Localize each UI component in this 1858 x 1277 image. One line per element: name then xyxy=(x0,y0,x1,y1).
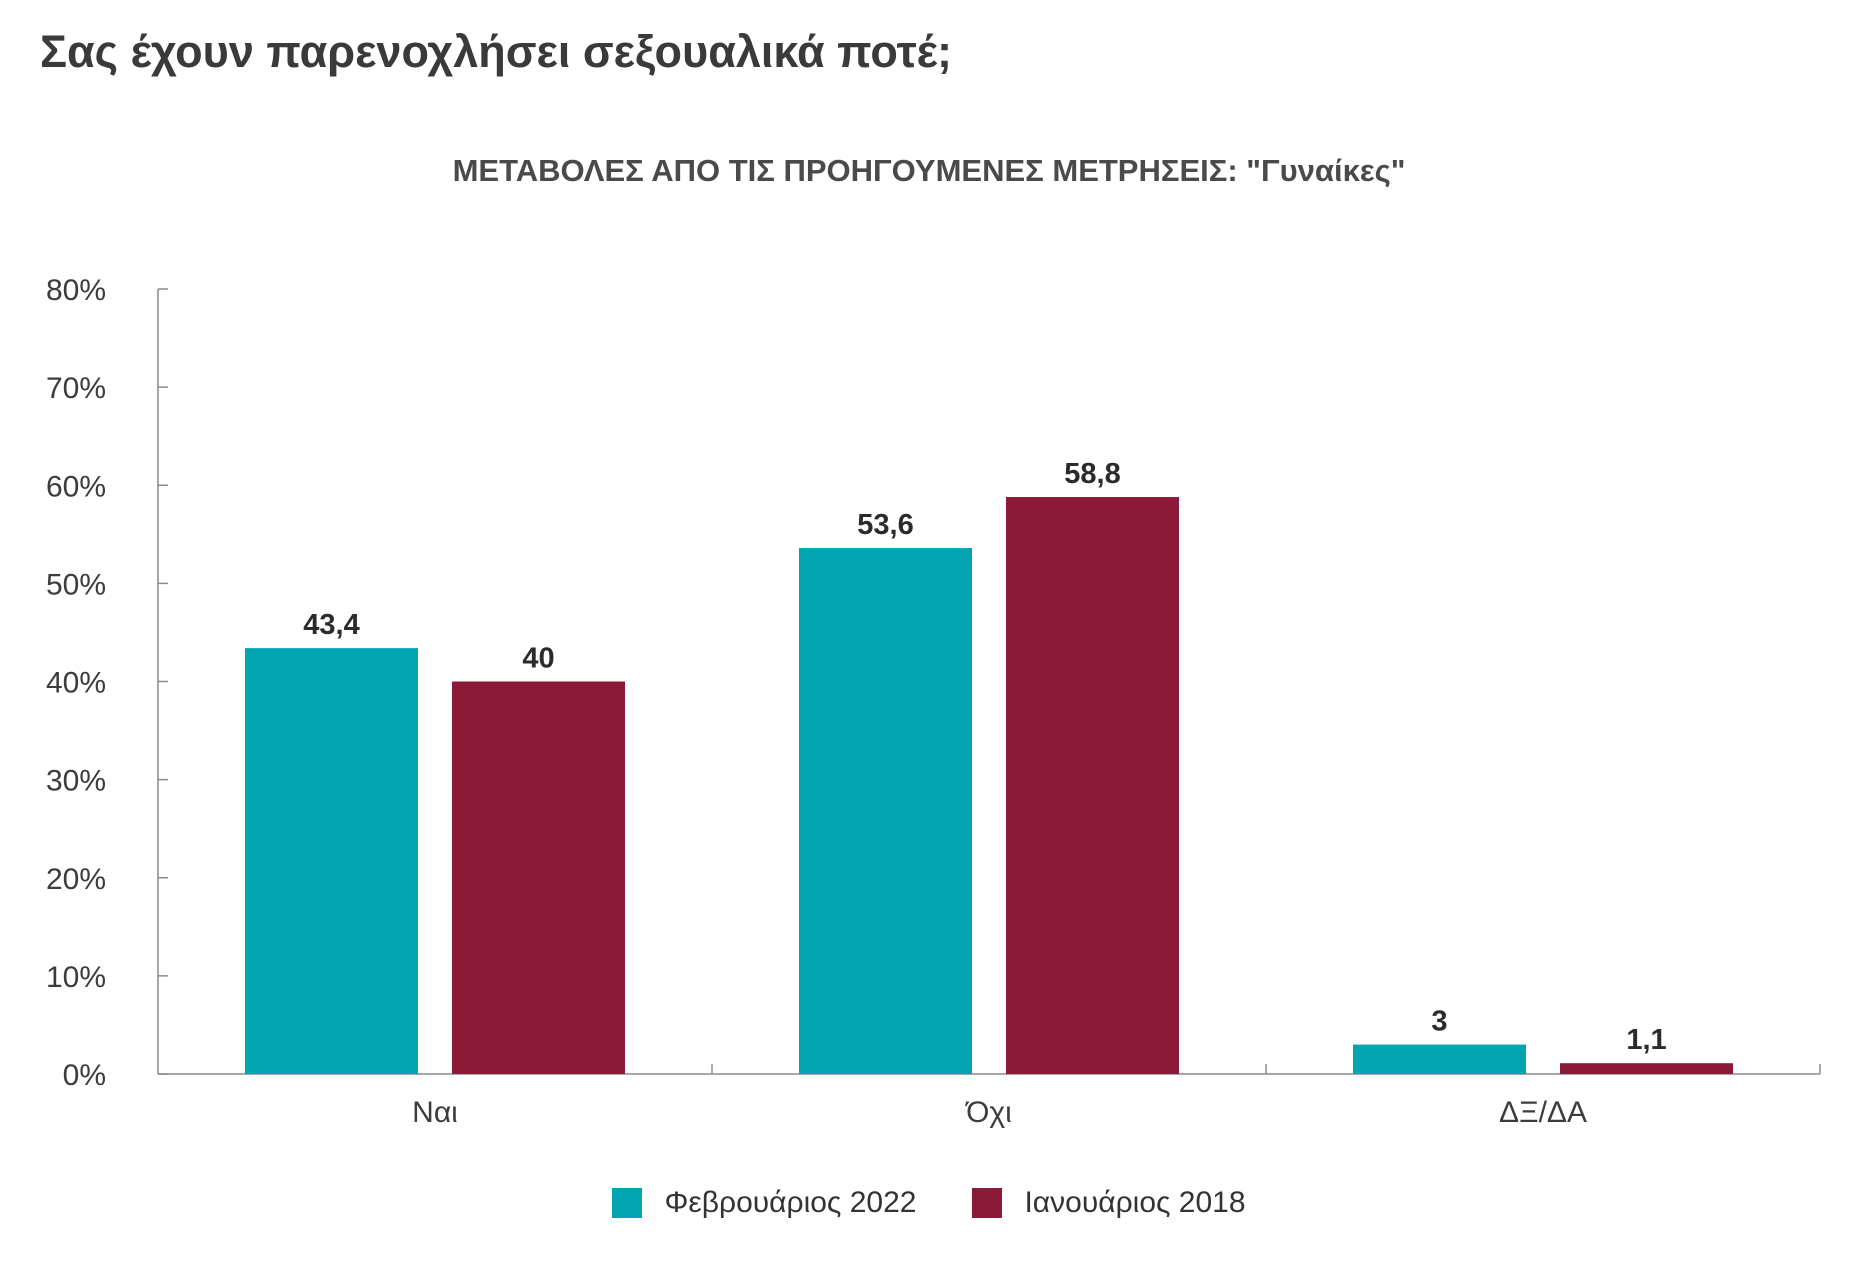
data-label: 53,6 xyxy=(857,509,913,541)
data-label: 43,4 xyxy=(303,609,359,641)
y-tick-label: 20% xyxy=(46,863,106,896)
y-tick-label: 30% xyxy=(46,765,106,798)
legend-label-series-1: Ιανουάριος 2018 xyxy=(1024,1186,1246,1219)
y-tick-label: 0% xyxy=(63,1059,106,1092)
legend-item-series-1: Ιανουάριος 2018 xyxy=(972,1186,1246,1220)
y-tick-label: 60% xyxy=(46,470,106,503)
bar xyxy=(799,548,972,1074)
data-label: 58,8 xyxy=(1064,458,1120,490)
y-tick-label: 50% xyxy=(46,568,106,601)
x-tick-label: Όχι xyxy=(964,1096,1012,1129)
data-label: 1,1 xyxy=(1626,1024,1666,1056)
page-title: Σας έχουν παρενοχλήσει σεξουαλικά ποτέ; xyxy=(40,26,952,77)
x-tick-label: ΔΞ/ΔΑ xyxy=(1499,1096,1587,1129)
y-tick-label: 40% xyxy=(46,667,106,700)
data-label: 3 xyxy=(1431,1006,1447,1038)
x-tick-label: Ναι xyxy=(412,1096,458,1129)
bar xyxy=(245,648,418,1074)
bar xyxy=(1560,1063,1733,1074)
legend-swatch-series-0 xyxy=(612,1188,643,1218)
legend-label-series-0: Φεβρουάριος 2022 xyxy=(664,1186,917,1219)
bar xyxy=(1006,497,1179,1074)
legend-item-series-0: Φεβρουάριος 2022 xyxy=(612,1186,916,1220)
y-tick-label: 70% xyxy=(46,372,106,405)
y-tick-label: 10% xyxy=(46,961,106,994)
legend-swatch-series-1 xyxy=(972,1188,1003,1218)
bar xyxy=(452,681,625,1074)
y-tick-label: 80% xyxy=(46,274,106,307)
data-label: 40 xyxy=(522,643,554,675)
bar xyxy=(1353,1044,1526,1074)
chart-legend: Φεβρουάριος 2022 Ιανουάριος 2018 xyxy=(0,1186,1858,1220)
chart-title: ΜΕΤΑΒΟΛΕΣ ΑΠΟ ΤΙΣ ΠΡΟΗΓΟΥΜΕΝΕΣ ΜΕΤΡΗΣΕΙΣ… xyxy=(452,153,1406,188)
